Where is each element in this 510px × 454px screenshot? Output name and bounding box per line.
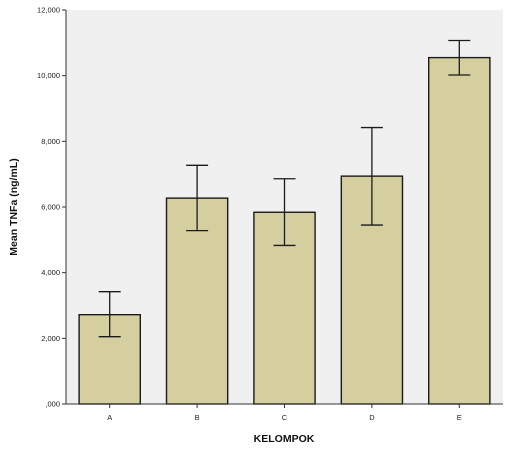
error-bar-A <box>98 291 121 338</box>
y-tick-label: 12,000 <box>37 6 60 15</box>
error-bars-layer <box>98 39 471 338</box>
y-tick-label: ,000 <box>45 400 60 409</box>
x-tick-label-C: C <box>282 413 288 422</box>
bars-layer <box>78 56 491 405</box>
y-tick-label: 4,000 <box>41 268 60 277</box>
x-tick-label-D: D <box>369 413 375 422</box>
y-tick-label: 8,000 <box>41 137 60 146</box>
x-ticks-layer: A B C D E <box>107 404 462 422</box>
y-tick-label: 2,000 <box>41 334 60 343</box>
y-tick-label: 6,000 <box>41 203 60 212</box>
bar-E <box>428 56 491 405</box>
x-tick-label-E: E <box>457 413 462 422</box>
x-tick-label-B: B <box>195 413 200 422</box>
y-axis-title: Mean TNFa (ng/mL) <box>8 158 20 255</box>
error-bar-E <box>448 39 471 76</box>
x-tick-label-A: A <box>107 413 112 422</box>
y-tick-label: 10,000 <box>37 71 60 80</box>
error-bar-C <box>273 178 296 247</box>
error-bar-B <box>186 164 209 232</box>
x-axis-title: KELOMPOK <box>254 433 315 445</box>
y-ticks-layer: ,000 2,000 4,000 6,000 8,000 10,000 12,000 <box>37 6 66 409</box>
error-bar-D <box>360 126 383 226</box>
